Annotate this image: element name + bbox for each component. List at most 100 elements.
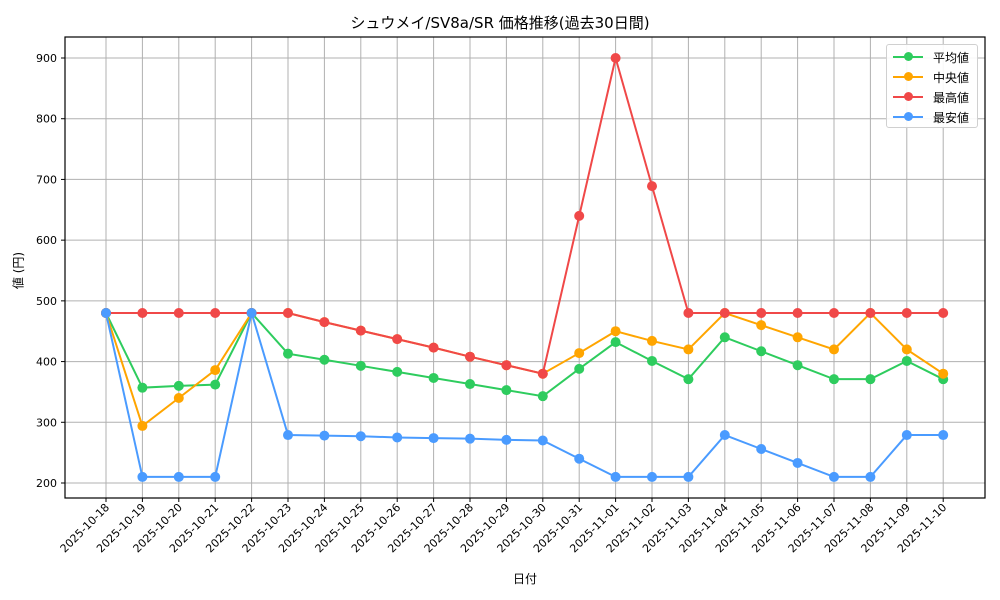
data-point-marker (137, 420, 148, 431)
data-point-marker (537, 368, 548, 379)
chart-title: シュウメイ/SV8a/SR 価格推移(過去30日間) (350, 14, 650, 32)
data-point-marker (319, 317, 330, 328)
legend-item-min: 最安値 (893, 107, 977, 127)
data-point-marker (792, 360, 803, 371)
data-point-marker (173, 471, 184, 482)
y-tick-label: 700 (36, 173, 57, 186)
legend-item-average: 平均値 (893, 47, 977, 67)
legend-item-median: 中央値 (893, 67, 977, 87)
series-最安値 (101, 308, 949, 482)
data-point-marker (683, 374, 694, 385)
data-point-marker (465, 433, 475, 444)
data-point-marker (173, 393, 184, 403)
data-point-marker (647, 471, 657, 482)
data-point-marker (465, 379, 475, 390)
data-point-marker (283, 430, 293, 441)
data-point-marker (829, 344, 839, 355)
data-point-marker (938, 430, 949, 441)
data-point-marker (719, 430, 730, 441)
data-point-marker (355, 360, 366, 371)
data-point-marker (756, 444, 767, 454)
data-series (101, 53, 949, 482)
y-tick-label: 800 (36, 113, 57, 126)
data-point-marker (938, 308, 949, 318)
legend-marker-icon (904, 72, 913, 81)
data-point-marker (246, 308, 257, 318)
data-point-marker (210, 365, 221, 376)
data-point-marker (392, 334, 403, 345)
y-tick-label: 600 (36, 234, 57, 247)
data-point-marker (574, 363, 585, 374)
data-point-marker (428, 433, 439, 444)
data-point-marker (283, 308, 293, 318)
data-point-marker (683, 344, 694, 355)
data-point-marker (647, 181, 657, 192)
data-point-marker (901, 344, 912, 355)
series-最高値 (101, 53, 949, 379)
data-point-marker (719, 308, 730, 318)
data-point-marker (501, 385, 512, 396)
data-point-marker (465, 351, 475, 362)
data-point-marker (610, 471, 621, 482)
y-tick-label: 400 (36, 356, 57, 369)
y-axis-ticks: 200 300 400 500 600 700 800 900 (36, 52, 65, 490)
data-point-marker (647, 335, 657, 346)
legend-marker-icon (904, 52, 913, 61)
y-axis-label: 値 (円) (11, 251, 26, 290)
data-point-marker (210, 471, 221, 482)
data-point-marker (574, 210, 585, 221)
data-point-marker (137, 382, 148, 393)
data-point-marker (829, 471, 839, 482)
data-point-marker (865, 308, 876, 318)
data-point-marker (865, 471, 876, 482)
data-point-marker (392, 432, 403, 443)
data-point-marker (537, 435, 548, 446)
data-point-marker (792, 308, 803, 318)
data-point-marker (683, 308, 694, 318)
y-tick-label: 200 (36, 477, 57, 490)
data-point-marker (610, 53, 621, 63)
data-point-marker (501, 360, 512, 371)
data-point-marker (537, 391, 548, 402)
data-point-marker (829, 374, 839, 385)
data-point-marker (610, 326, 621, 337)
data-point-marker (392, 366, 403, 377)
data-point-marker (829, 308, 839, 318)
data-point-marker (428, 372, 439, 383)
plot-area-frame (64, 36, 986, 499)
data-point-marker (792, 332, 803, 343)
data-point-marker (319, 354, 330, 365)
data-point-marker (756, 320, 767, 331)
data-point-marker (355, 325, 366, 336)
grid-lines (65, 37, 985, 498)
y-tick-label: 300 (36, 416, 57, 429)
data-point-marker (501, 434, 512, 445)
y-tick-label: 500 (36, 295, 57, 308)
x-axis-ticks: 2025-10-182025-10-192025-10-202025-10-21… (58, 498, 949, 555)
series-平均値 (101, 308, 949, 402)
chart-legend: 平均値 中央値 最高値 最安値 (886, 44, 978, 128)
legend-item-max: 最高値 (893, 87, 977, 107)
data-point-marker (210, 379, 221, 390)
data-point-marker (792, 457, 803, 468)
data-point-marker (210, 308, 221, 318)
data-point-marker (756, 308, 767, 318)
data-point-marker (683, 471, 694, 482)
data-point-marker (901, 430, 912, 441)
data-point-marker (428, 342, 439, 353)
legend-marker-icon (904, 92, 913, 101)
data-point-marker (647, 355, 657, 366)
data-point-marker (574, 453, 585, 464)
data-point-marker (319, 430, 330, 441)
legend-marker-icon (904, 112, 913, 121)
data-point-marker (938, 368, 949, 379)
y-tick-label: 900 (36, 52, 57, 65)
data-point-marker (355, 431, 366, 442)
data-point-marker (901, 308, 912, 318)
data-point-marker (865, 374, 876, 385)
data-point-marker (137, 308, 148, 318)
data-point-marker (173, 308, 184, 318)
data-point-marker (756, 346, 767, 357)
data-point-marker (901, 355, 912, 366)
